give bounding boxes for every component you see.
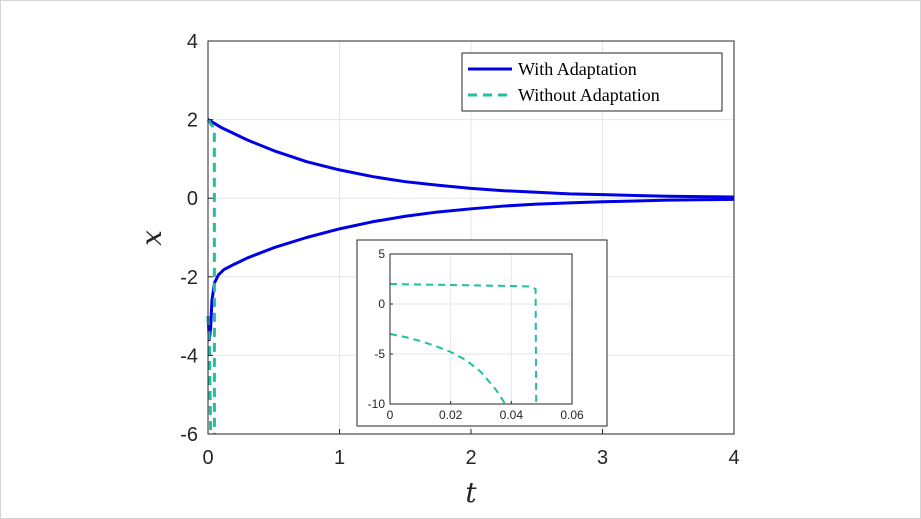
x-axis-label: t (465, 476, 477, 509)
x-tick-label: 0 (202, 447, 213, 469)
x-tick-label: 1 (334, 447, 345, 469)
y-tick-label: -6 (180, 424, 198, 446)
legend: With Adaptation Without Adaptation (461, 52, 723, 112)
inset-lines (389, 283, 538, 405)
y-tick-label: 2 (187, 110, 198, 132)
x-tick-label: 4 (728, 447, 739, 469)
y-tick-label: 0 (378, 297, 385, 311)
series-line-with-adaptation (207, 118, 735, 199)
legend-entry-without-adaptation: Without Adaptation (518, 85, 660, 105)
inset-background (356, 239, 608, 427)
y-tick-label: 5 (378, 247, 385, 261)
y-tick-label: 4 (187, 31, 198, 53)
series-line-without-adaptation (206, 316, 213, 435)
legend-box (461, 52, 723, 112)
y-tick-label: -4 (180, 345, 198, 367)
x-tick-label: 0.02 (439, 408, 463, 422)
legend-entry-with-adaptation: With Adaptation (518, 59, 637, 79)
x-tick-label: 3 (597, 447, 608, 469)
x-tick-label: 0.06 (560, 408, 584, 422)
series-line-without-adaptation (389, 333, 507, 405)
inset-plot: 0 0.02 0.04 0.06 -10 -5 0 5 (356, 239, 608, 427)
inset-ticks: 0 0.02 0.04 0.06 -10 -5 0 5 (368, 247, 584, 422)
y-tick-label: -2 (180, 267, 198, 289)
main-lines (206, 118, 735, 435)
y-tick-label: 0 (187, 188, 198, 210)
inset-axes-box (389, 253, 573, 405)
y-tick-label: -10 (368, 397, 386, 411)
series-line-without-adaptation (206, 118, 216, 435)
x-tick-label: 2 (465, 447, 476, 469)
y-axis-label: x (135, 230, 168, 246)
series-line-without-adaptation (389, 283, 538, 405)
main-ticks: 0 1 2 3 4 -6 -4 -2 0 2 4 (180, 31, 739, 469)
x-tick-label: 0 (387, 408, 394, 422)
y-tick-label: -5 (374, 347, 385, 361)
x-tick-label: 0.04 (500, 408, 524, 422)
